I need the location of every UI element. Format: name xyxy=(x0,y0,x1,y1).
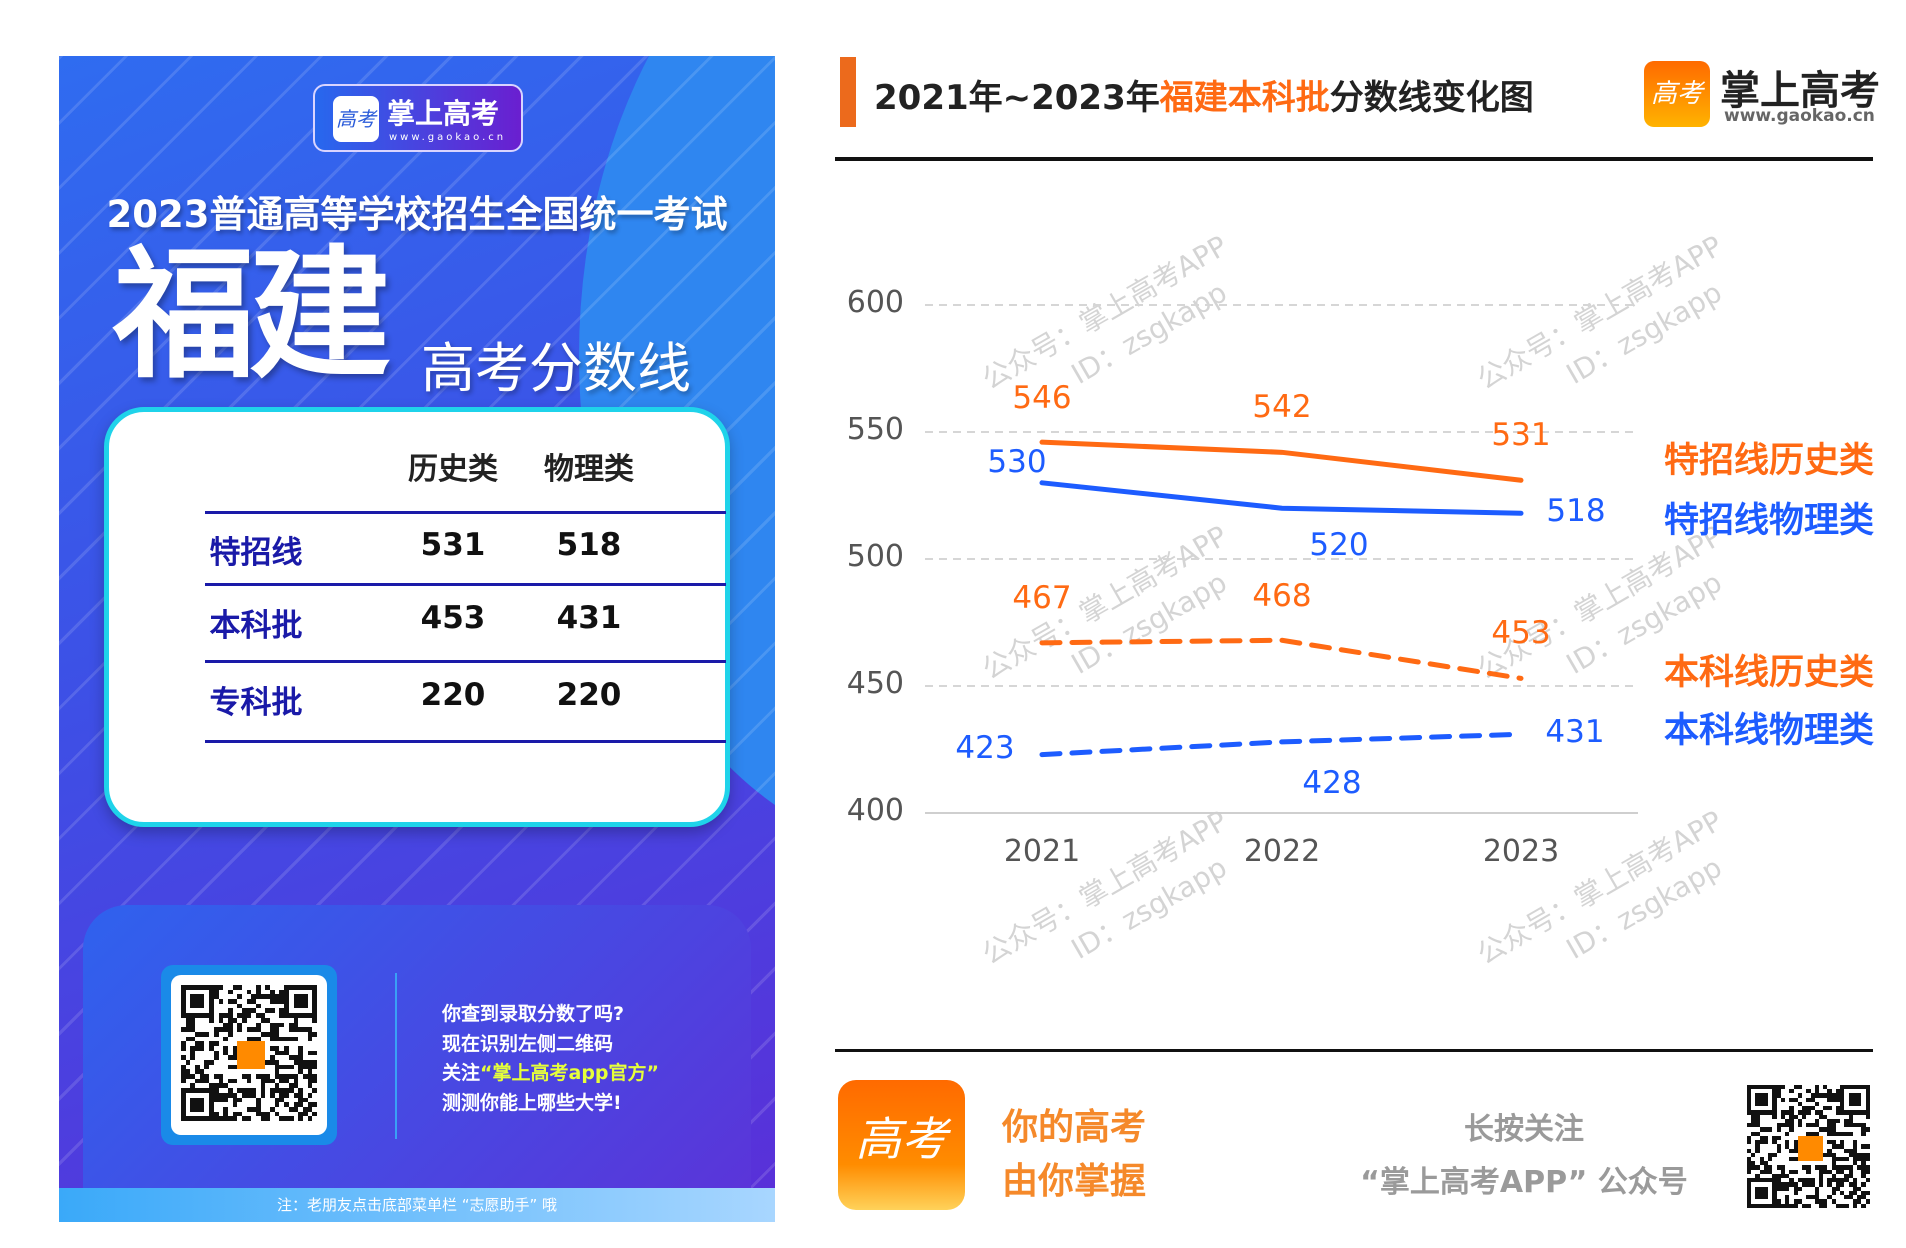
legend-entry: 特招线物理类 xyxy=(1664,501,1875,541)
promo-text: 关注 xyxy=(442,1062,481,1084)
gaokao-app-logo-icon: 高考 xyxy=(838,1080,965,1210)
legend-entry: 本科线物理类 xyxy=(1664,711,1875,751)
qr-code-icon[interactable] xyxy=(181,985,317,1121)
gaokao-logo-icon: 高考 xyxy=(333,96,379,142)
data-label: 530 xyxy=(987,443,1047,480)
data-label: 453 xyxy=(1491,615,1551,652)
title-part: 2021年~2023年 xyxy=(874,78,1160,118)
data-label: 520 xyxy=(1309,527,1369,564)
x-tick-label: 2021 xyxy=(1003,834,1081,869)
promo-highlight: “掌上高考app官方” xyxy=(480,1062,660,1084)
series-line-3 xyxy=(1039,637,1524,681)
score-table-card: 历史类 物理类 特招线 531 518 本科批 453 431 专科批 220 … xyxy=(104,407,730,827)
follow-text: 长按关注 xyxy=(1464,1112,1584,1147)
col-header-history: 历史类 xyxy=(408,452,498,487)
y-tick-label: 550 xyxy=(846,412,904,447)
data-label: 531 xyxy=(1491,417,1551,454)
data-label: 518 xyxy=(1546,493,1606,530)
series-line-4 xyxy=(1039,731,1524,758)
logo-url: www.gaokao.cn xyxy=(389,132,507,143)
series-line-2 xyxy=(1039,480,1524,516)
row-label: 专科批 xyxy=(209,685,303,721)
title-part: 分数线变化图 xyxy=(1329,78,1534,118)
promo-line: 关注“掌上高考app官方” xyxy=(442,1058,659,1085)
logo-name: 掌上高考 xyxy=(387,97,500,130)
y-tick-label: 400 xyxy=(846,793,904,828)
title-accent-bar xyxy=(840,57,856,127)
physics-score: 431 xyxy=(556,600,622,636)
footer-divider xyxy=(835,1049,1873,1052)
title-highlight: 福建本科批 xyxy=(1159,78,1330,118)
data-label: 428 xyxy=(1302,764,1362,801)
table-divider xyxy=(205,740,726,743)
y-tick-label: 450 xyxy=(846,666,904,701)
col-header-physics: 物理类 xyxy=(544,452,634,487)
data-label: 467 xyxy=(1012,579,1072,616)
table-divider xyxy=(205,583,726,586)
logo-name: 掌上高考 xyxy=(1720,68,1880,114)
table-divider xyxy=(205,511,726,514)
x-tick-label: 2022 xyxy=(1243,834,1321,869)
divider xyxy=(395,973,397,1139)
poster-footer-note: 注：老朋友点击底部菜单栏 “志愿助手” 哦 xyxy=(59,1188,775,1222)
y-tick-label: 600 xyxy=(846,285,904,320)
poster: 高考 掌上高考 www.gaokao.cn 2023普通高等学校招生全国统一考试… xyxy=(59,56,775,1222)
legend-entry: 特招线历史类 xyxy=(1664,441,1875,481)
poster-logo-badge: 高考 掌上高考 www.gaokao.cn xyxy=(313,84,523,152)
history-score: 220 xyxy=(420,677,486,713)
data-label: 431 xyxy=(1545,714,1605,751)
physics-score: 220 xyxy=(556,677,622,713)
history-score: 453 xyxy=(420,600,486,636)
logo-url: www.gaokao.cn xyxy=(1724,106,1875,126)
data-label: 542 xyxy=(1252,389,1312,426)
data-label: 546 xyxy=(1012,380,1072,417)
row-label: 特招线 xyxy=(209,535,303,571)
promo-line: 你查到录取分数了吗? xyxy=(442,1003,625,1025)
row-label: 本科批 xyxy=(209,608,303,644)
qr-code-icon[interactable] xyxy=(1747,1085,1870,1210)
province-title: 福建 xyxy=(113,233,391,398)
series-line-1 xyxy=(1039,439,1524,483)
promo-line: 现在识别左侧二维码 xyxy=(442,1033,614,1055)
data-label: 423 xyxy=(955,729,1015,766)
chart-title: 2021年~2023年福建本科批分数线变化图 xyxy=(874,70,1534,119)
poster-headline: 2023普通高等学校招生全国统一考试 xyxy=(106,193,728,236)
y-tick-label: 500 xyxy=(846,539,904,574)
promo-line: 测测你能上哪些大学! xyxy=(442,1092,622,1114)
gaokao-logo-icon: 高考 xyxy=(1644,61,1710,127)
history-score: 531 xyxy=(420,527,486,563)
legend-entry: 本科线历史类 xyxy=(1664,653,1875,693)
poster-subtitle: 高考分数线 xyxy=(421,337,691,400)
table-divider xyxy=(205,660,726,663)
qr-code-frame[interactable] xyxy=(161,965,337,1145)
physics-score: 518 xyxy=(556,527,622,563)
promo-panel: 你查到录取分数了吗? 现在识别左侧二维码 关注“掌上高考app官方” 测测你能上… xyxy=(83,905,751,1222)
slogan-line: 由你掌握 xyxy=(1002,1161,1147,1202)
header-divider xyxy=(835,157,1873,161)
data-label: 468 xyxy=(1252,578,1312,615)
x-tick-label: 2023 xyxy=(1482,834,1560,869)
follow-text: “掌上高考APP” 公众号 xyxy=(1360,1165,1688,1200)
slogan-line: 你的高考 xyxy=(1002,1107,1147,1148)
